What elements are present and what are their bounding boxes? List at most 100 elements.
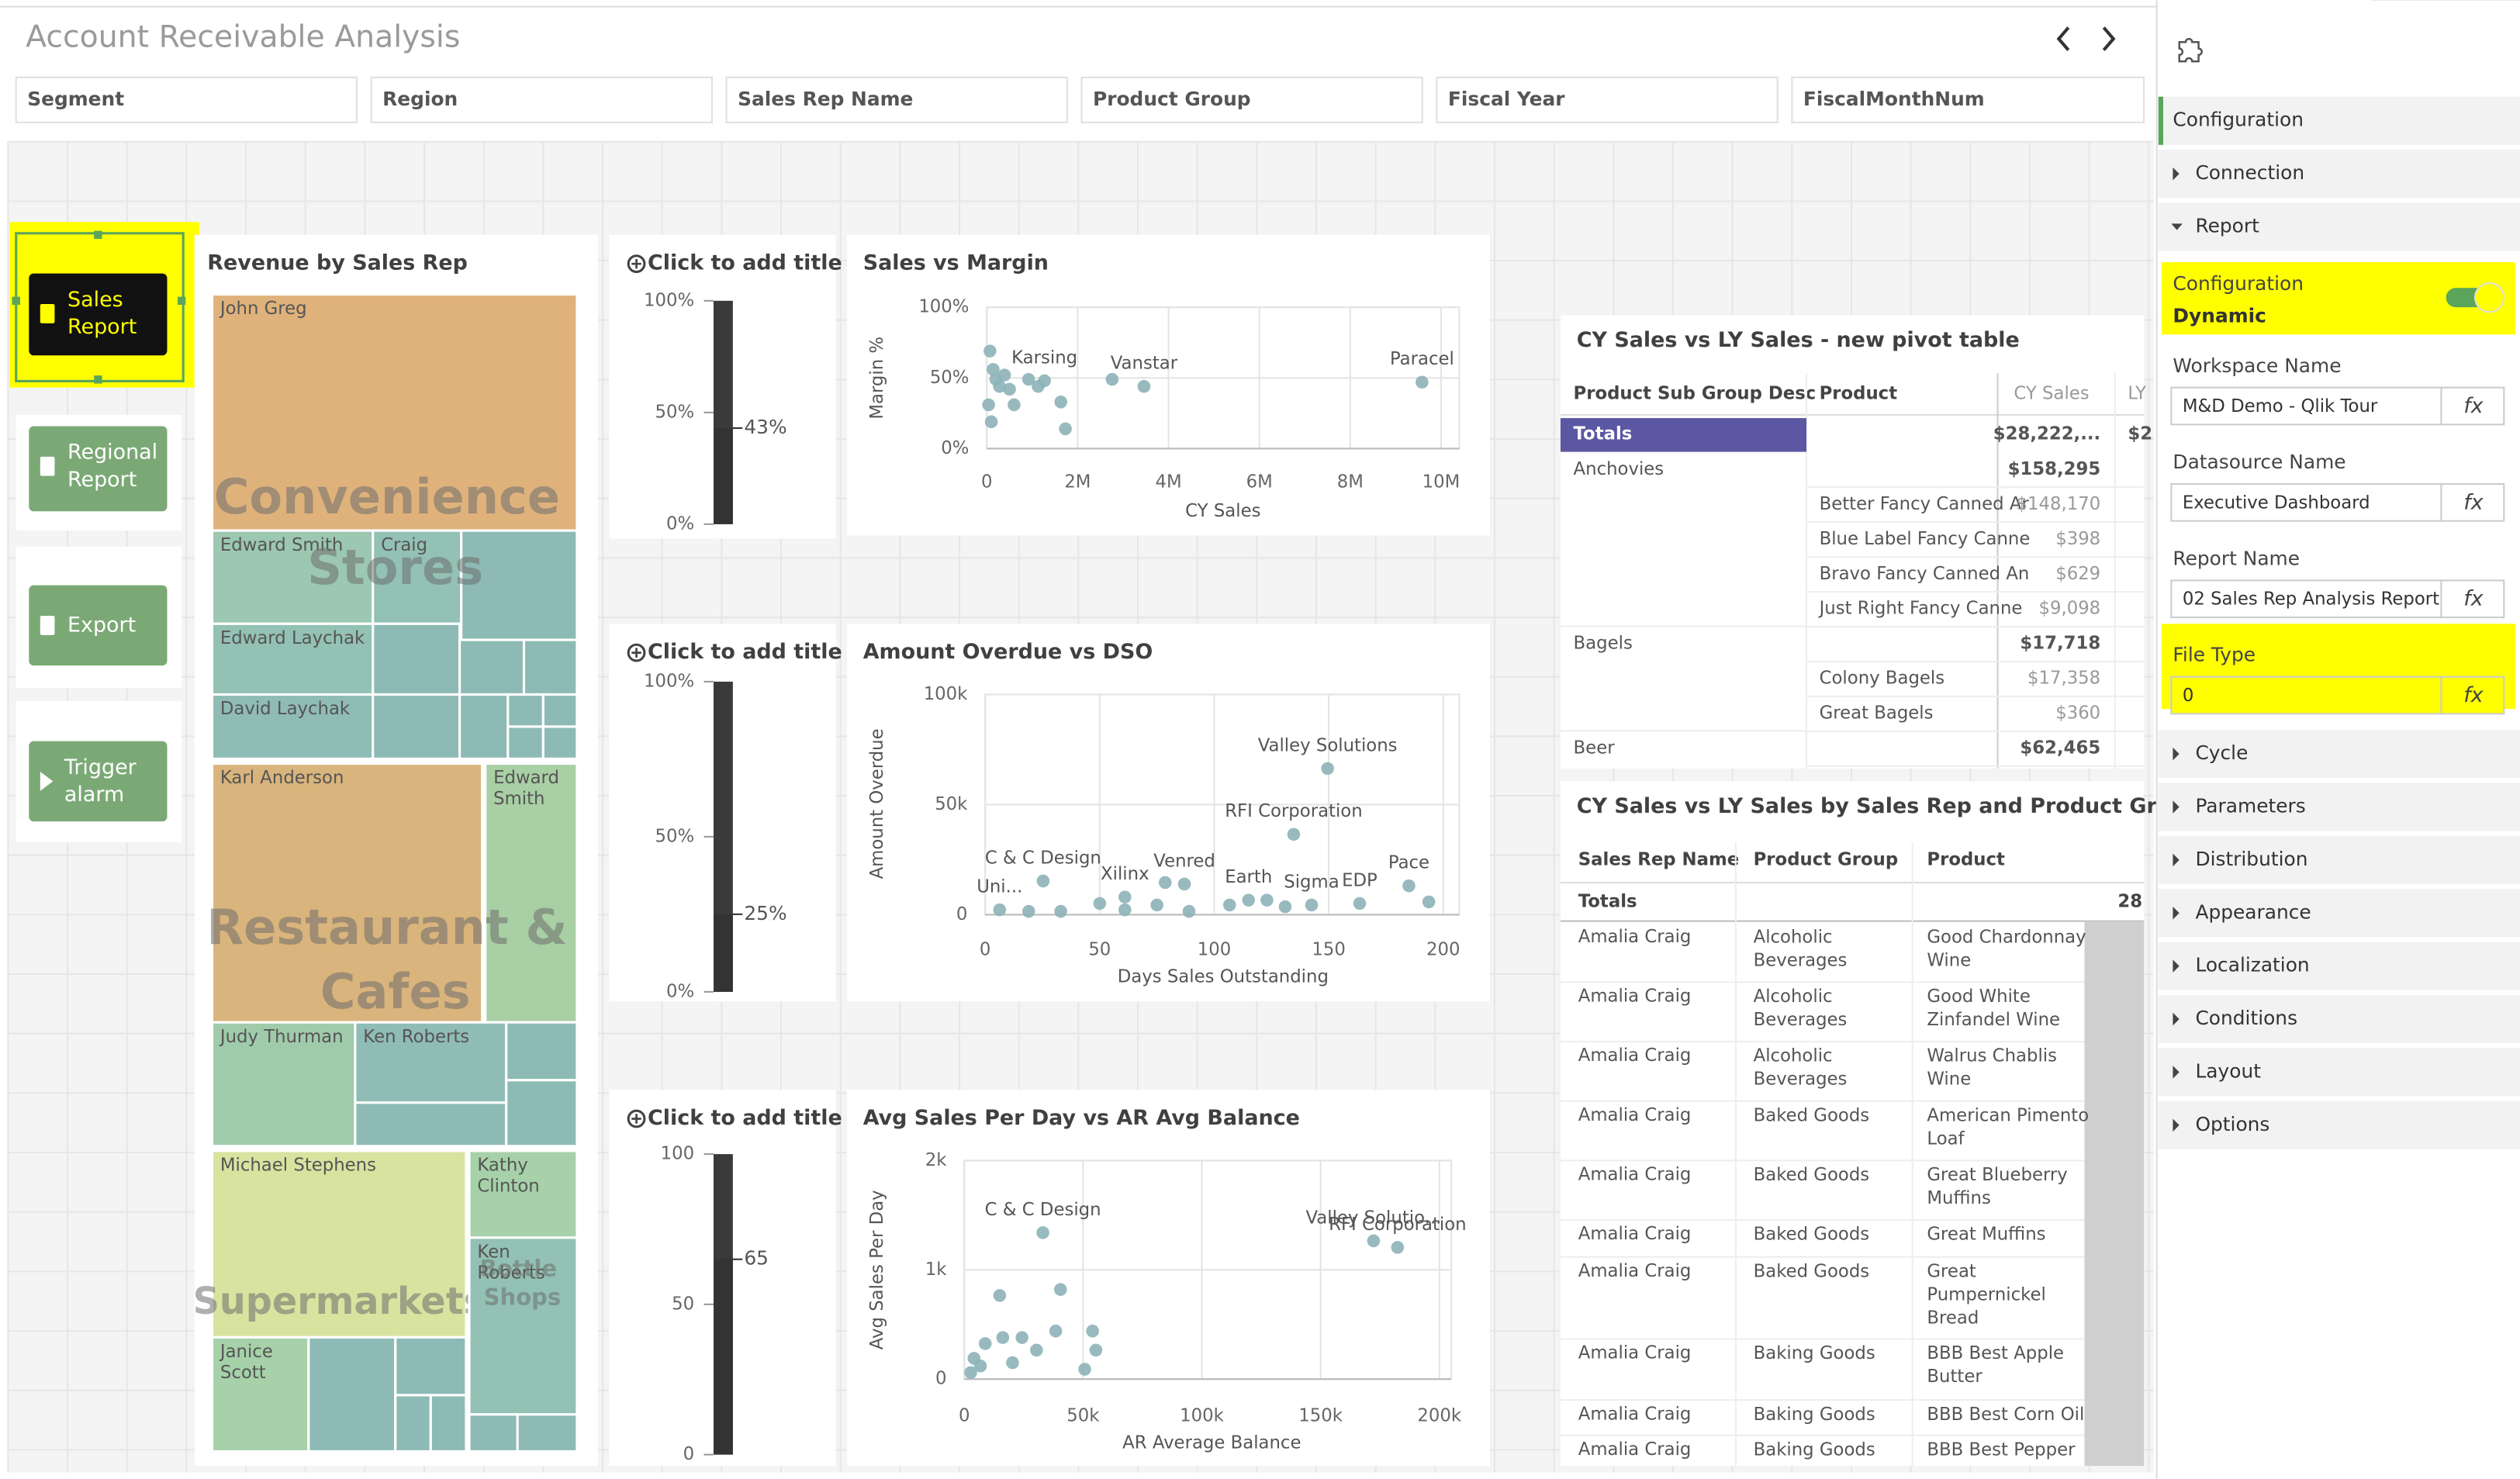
section-bg[interactable] — [2158, 202, 2520, 251]
expand-icon[interactable] — [2171, 223, 2183, 230]
point-label: RFI Corporation — [1225, 801, 1362, 821]
resize-handle — [177, 296, 186, 306]
field-input[interactable] — [2170, 386, 2442, 426]
field-input[interactable] — [2170, 676, 2442, 715]
treemap-item-label: Kathy Clinton — [477, 1155, 539, 1196]
scroll-column — [2084, 921, 2145, 1467]
x-tick-label: 100 — [1198, 939, 1231, 959]
button-icon — [40, 303, 55, 323]
add-icon[interactable] — [627, 643, 646, 662]
field-label: File Type — [2173, 644, 2256, 666]
section-header: Parameters — [2195, 795, 2305, 817]
y-tick-label: 50% — [930, 368, 970, 388]
filter-box[interactable] — [15, 76, 358, 123]
section-bg[interactable] — [2158, 1048, 2520, 1097]
gauge-tick-label: 50 — [672, 1294, 694, 1314]
section-bg[interactable] — [2158, 835, 2520, 884]
table-cell: Good Chardonnay Wine — [1927, 927, 2091, 970]
totals-label: Totals — [1578, 891, 1637, 911]
data-point — [1260, 893, 1274, 907]
section-bg[interactable] — [2158, 783, 2520, 831]
field-input[interactable] — [2170, 579, 2442, 619]
chart-title: Avg Sales Per Day vs AR Avg Balance — [863, 1106, 1300, 1130]
button-label: Trigger alarm — [64, 755, 143, 806]
filter-label: Segment — [27, 88, 124, 110]
section-bg[interactable] — [2158, 942, 2520, 990]
data-point — [1036, 874, 1050, 888]
fx-button[interactable] — [2440, 579, 2505, 619]
y-axis-title: Amount Overdue — [867, 728, 887, 879]
filter-box[interactable] — [1080, 76, 1423, 123]
action-button[interactable] — [29, 426, 168, 512]
button-label: Regional Report — [67, 440, 164, 491]
gauge-title[interactable]: Click to add title — [648, 640, 842, 664]
section-header: Report — [2195, 215, 2259, 237]
gauge-title[interactable]: Click to add title — [648, 251, 842, 275]
treemap-item-label: Ken Roberts — [477, 1242, 544, 1283]
treemap-tile — [210, 292, 579, 532]
table-cell: Baking Goods — [1754, 1404, 1875, 1424]
row-value: $148,170 — [2016, 494, 2100, 514]
next-button[interactable] — [2102, 26, 2116, 51]
data-point — [1353, 897, 1367, 911]
gauge-bar — [713, 1259, 733, 1455]
data-point — [1059, 422, 1072, 436]
expand-icon[interactable] — [2173, 959, 2180, 973]
prev-button[interactable] — [2056, 26, 2070, 51]
expand-icon[interactable] — [2173, 906, 2180, 920]
treemap-title: Revenue by Sales Rep — [207, 251, 468, 275]
section-bg[interactable] — [2158, 889, 2520, 938]
x-tick-label: 0 — [981, 472, 993, 492]
section-bg[interactable] — [2158, 1101, 2520, 1149]
add-icon[interactable] — [627, 254, 646, 274]
treemap-tile — [484, 762, 579, 1024]
expand-icon[interactable] — [2173, 167, 2180, 181]
treemap-tile — [394, 1336, 468, 1397]
fx-button[interactable] — [2440, 676, 2505, 715]
expand-icon[interactable] — [2173, 747, 2180, 761]
section-bg[interactable] — [2158, 994, 2520, 1044]
action-button[interactable] — [29, 741, 168, 822]
data-point — [1158, 876, 1172, 890]
column-header: Product — [1820, 384, 1898, 404]
expand-icon[interactable] — [2173, 1118, 2180, 1132]
table-cell: Walrus Chablis Wine — [1927, 1045, 2062, 1089]
add-icon[interactable] — [627, 1109, 646, 1128]
action-button[interactable] — [29, 273, 168, 356]
section-bg[interactable] — [2158, 730, 2520, 779]
fx-button[interactable] — [2440, 386, 2505, 426]
section-header: Layout — [2195, 1059, 2261, 1082]
treemap-tile — [458, 693, 510, 760]
gauge-title[interactable]: Click to add title — [648, 1106, 842, 1130]
y-axis-title: Avg Sales Per Day — [867, 1190, 887, 1349]
field-input[interactable] — [2170, 483, 2442, 522]
table-cell: Baking Goods — [1754, 1439, 1875, 1460]
add-icon — [631, 258, 641, 269]
filter-box[interactable] — [725, 76, 1068, 123]
data-point — [984, 415, 998, 429]
treemap-tile — [210, 1336, 310, 1453]
expand-icon[interactable] — [2173, 1012, 2180, 1026]
field-value: Executive Dashboard — [2183, 492, 2370, 513]
section-bg[interactable] — [2158, 150, 2520, 199]
action-button[interactable] — [29, 585, 168, 666]
fx-icon: fx — [2463, 683, 2484, 707]
panel-tab: Configuration — [2173, 109, 2304, 131]
filter-box[interactable] — [370, 76, 713, 123]
filter-box[interactable] — [1791, 76, 2145, 123]
expand-icon[interactable] — [2173, 853, 2180, 867]
resize-handle — [94, 375, 102, 384]
point-label: Valley Solutio... — [1305, 1208, 1441, 1228]
point-label: Pace — [1388, 853, 1429, 873]
treemap-item-label: Ken Roberts — [363, 1026, 469, 1046]
filter-box[interactable] — [1436, 76, 1779, 123]
x-tick-label: 6M — [1246, 472, 1273, 492]
gauge-value: 25% — [744, 902, 786, 924]
column-header: Product Sub Group Desc — [1574, 384, 1817, 404]
treemap-tile — [458, 638, 526, 696]
table-cell: BBB Best Apple Butter — [1927, 1343, 2069, 1387]
fx-button[interactable] — [2440, 483, 2505, 522]
expand-icon[interactable] — [2173, 800, 2180, 814]
data-point — [1321, 762, 1334, 776]
expand-icon[interactable] — [2173, 1066, 2180, 1079]
